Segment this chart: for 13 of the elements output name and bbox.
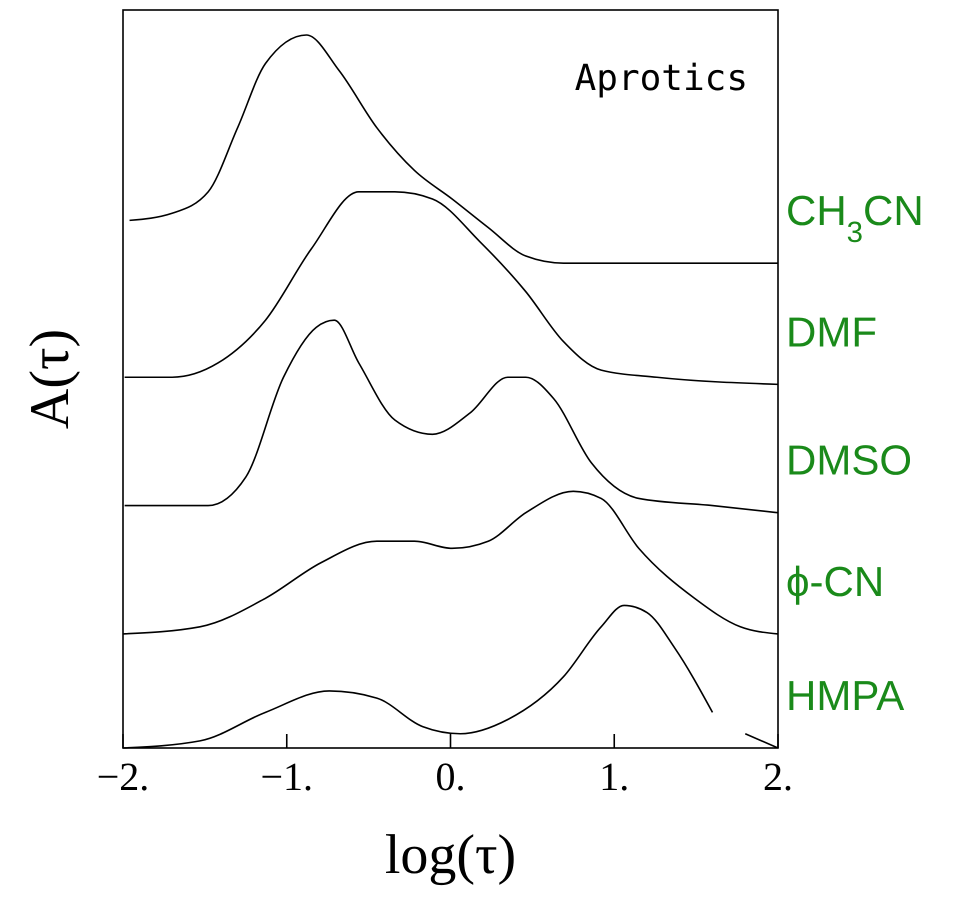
series-label: ϕ-CN (786, 558, 884, 605)
x-tick-label: 1. (599, 754, 630, 799)
y-axis-title: A(τ) (19, 328, 81, 430)
x-tick-label: −1. (260, 754, 314, 799)
x-tick-label: −2. (96, 754, 150, 799)
x-axis-title: log(τ) (384, 824, 516, 886)
series-label: DMF (786, 308, 877, 356)
series-label: CH$_{3}$CN (786, 187, 924, 249)
x-tick-label: 2. (763, 754, 793, 799)
annotation: Aprotics (574, 58, 748, 99)
series-label: DMSO (786, 436, 912, 484)
x-tick-label: 0. (436, 754, 466, 799)
series-label: HMPA (786, 672, 904, 719)
